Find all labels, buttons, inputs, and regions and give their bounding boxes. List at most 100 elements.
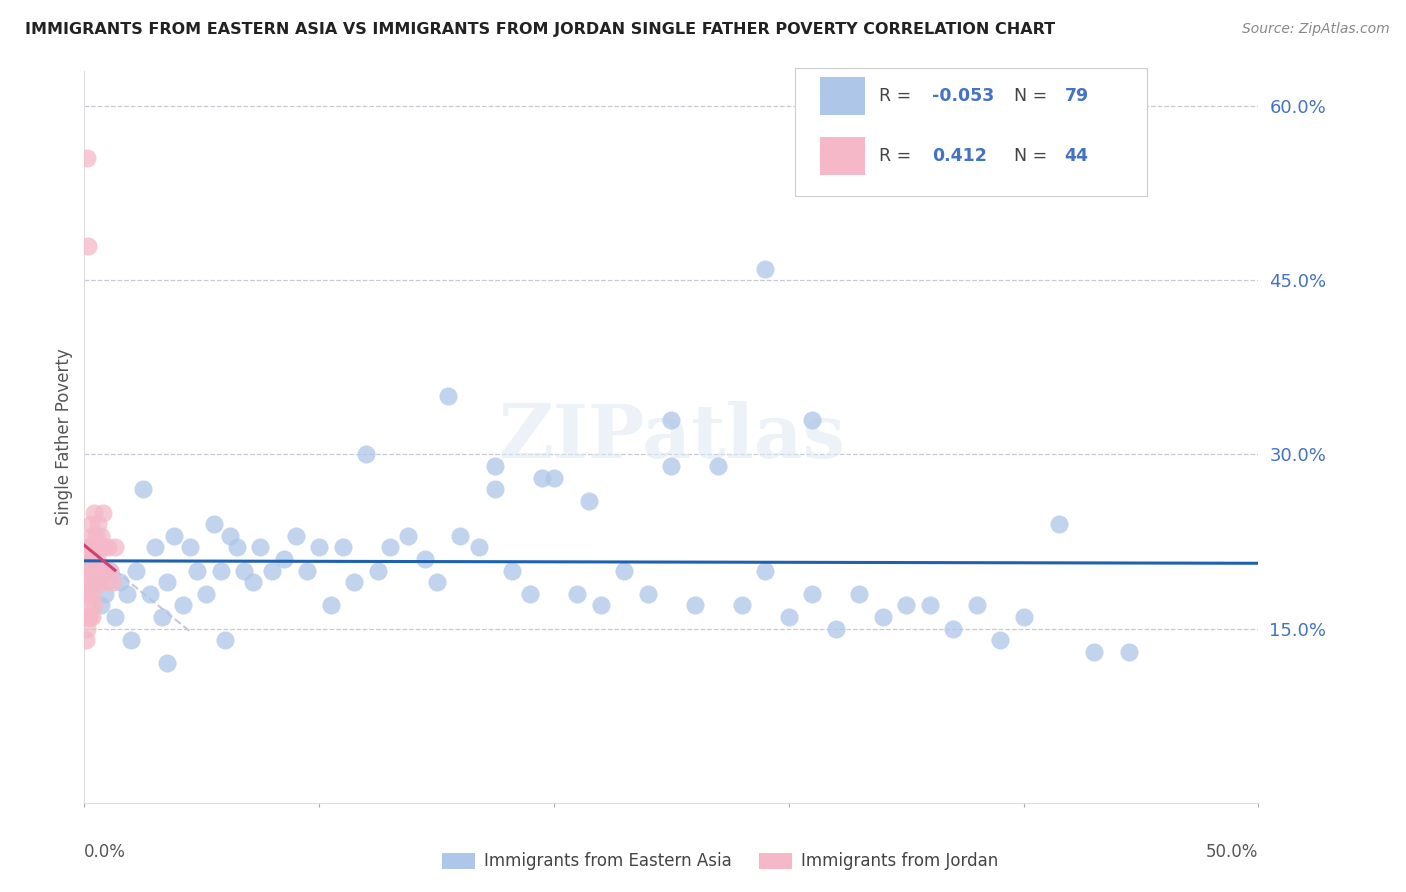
Point [343, 575, 366, 590]
Point [661, 412, 683, 426]
Point [273, 552, 295, 566]
Point [91, 541, 114, 555]
Text: 50.0%: 50.0% [1206, 843, 1258, 861]
Point [567, 587, 589, 601]
Point [80, 575, 103, 590]
Point [707, 459, 730, 474]
Point [413, 552, 436, 566]
Point [90, 599, 112, 613]
Point [484, 459, 506, 474]
Point [578, 494, 600, 508]
Point [82, 541, 104, 555]
Point [84, 529, 107, 543]
Point [75, 633, 97, 648]
Point [76, 152, 98, 166]
Point [143, 541, 166, 555]
Point [731, 599, 754, 613]
Point [468, 541, 491, 555]
Point [754, 261, 776, 276]
Point [97, 541, 120, 555]
Point [1047, 517, 1070, 532]
Point [519, 587, 541, 601]
Point [82, 587, 104, 601]
Point [233, 564, 256, 578]
Point [80, 610, 103, 624]
Point [155, 657, 177, 671]
Text: 0.0%: 0.0% [84, 843, 127, 861]
Point [120, 633, 142, 648]
Text: -0.053: -0.053 [932, 87, 994, 105]
Point [83, 599, 105, 613]
Point [195, 587, 218, 601]
Point [872, 610, 894, 624]
Point [77, 587, 100, 601]
Point [308, 541, 330, 555]
Point [186, 564, 208, 578]
Point [84, 575, 107, 590]
Point [104, 541, 127, 555]
Point [93, 541, 115, 555]
Point [101, 575, 124, 590]
Point [77, 238, 100, 252]
Point [683, 599, 706, 613]
Point [98, 564, 121, 578]
Text: Source: ZipAtlas.com: Source: ZipAtlas.com [1241, 22, 1389, 37]
Y-axis label: Single Father Poverty: Single Father Poverty [55, 349, 73, 525]
Point [79, 564, 101, 578]
Point [501, 564, 523, 578]
Point [396, 529, 419, 543]
Point [84, 564, 107, 578]
Point [1012, 610, 1035, 624]
Point [162, 529, 184, 543]
Point [367, 564, 389, 578]
Point [484, 483, 506, 497]
Point [125, 564, 148, 578]
Point [661, 459, 683, 474]
Point [104, 610, 127, 624]
Point [896, 599, 918, 613]
FancyBboxPatch shape [821, 137, 865, 175]
Point [332, 541, 354, 555]
Point [84, 541, 107, 555]
Point [378, 541, 401, 555]
Point [89, 541, 111, 555]
Point [801, 587, 824, 601]
Point [242, 575, 264, 590]
Point [284, 529, 307, 543]
Point [824, 622, 846, 636]
Point [87, 564, 110, 578]
Point [89, 575, 111, 590]
Point [1083, 645, 1105, 659]
Point [87, 517, 110, 532]
Text: 44: 44 [1064, 147, 1088, 165]
FancyBboxPatch shape [794, 68, 1147, 195]
Point [437, 389, 460, 403]
Point [94, 564, 117, 578]
Point [988, 633, 1011, 648]
Point [132, 483, 155, 497]
Point [77, 541, 100, 555]
Point [77, 575, 100, 590]
Point [83, 575, 105, 590]
Text: 79: 79 [1064, 87, 1088, 105]
Point [172, 599, 194, 613]
Point [139, 587, 162, 601]
Point [543, 471, 565, 485]
Point [754, 564, 776, 578]
Point [801, 412, 824, 426]
Point [942, 622, 965, 636]
Point [449, 529, 471, 543]
FancyBboxPatch shape [759, 853, 793, 869]
Text: R =: R = [879, 147, 917, 165]
Point [778, 610, 800, 624]
Point [82, 564, 104, 578]
Point [848, 587, 870, 601]
Point [918, 599, 941, 613]
Point [219, 529, 242, 543]
Point [202, 517, 225, 532]
Point [98, 564, 121, 578]
Point [150, 610, 173, 624]
Point [108, 575, 131, 590]
Point [155, 575, 177, 590]
Text: R =: R = [879, 87, 917, 105]
